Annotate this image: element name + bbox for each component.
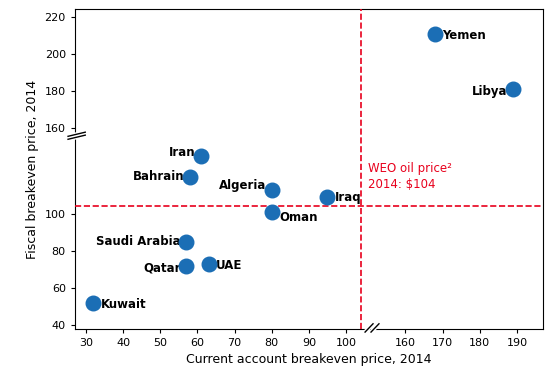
Text: Iraq: Iraq (335, 191, 362, 203)
Point (182, 263, 191, 269)
Text: Yemen: Yemen (443, 29, 486, 42)
Text: Qatar: Qatar (143, 261, 181, 274)
Text: Kuwait: Kuwait (101, 298, 146, 311)
Text: Libya: Libya (472, 85, 507, 98)
X-axis label: Current account breakeven price, 2014: Current account breakeven price, 2014 (186, 353, 432, 366)
Point (323, 194, 332, 200)
Text: Oman: Oman (279, 211, 317, 224)
Text: Algeria: Algeria (219, 180, 266, 192)
Text: WEO oil price²
2014: $104: WEO oil price² 2014: $104 (368, 163, 452, 191)
Point (431, 31, 440, 37)
Text: Iran: Iran (169, 146, 196, 159)
Point (182, 239, 191, 245)
Text: UAE: UAE (216, 259, 242, 272)
Point (204, 261, 213, 267)
Text: Bahrain: Bahrain (133, 170, 184, 183)
Y-axis label: Fiscal breakeven price, 2014: Fiscal breakeven price, 2014 (26, 80, 39, 259)
Point (89, 300, 98, 306)
Point (197, 153, 206, 159)
Point (267, 187, 276, 193)
Point (509, 86, 517, 92)
Point (186, 174, 194, 180)
Point (267, 209, 276, 215)
Text: Saudi Arabia: Saudi Arabia (96, 235, 181, 248)
